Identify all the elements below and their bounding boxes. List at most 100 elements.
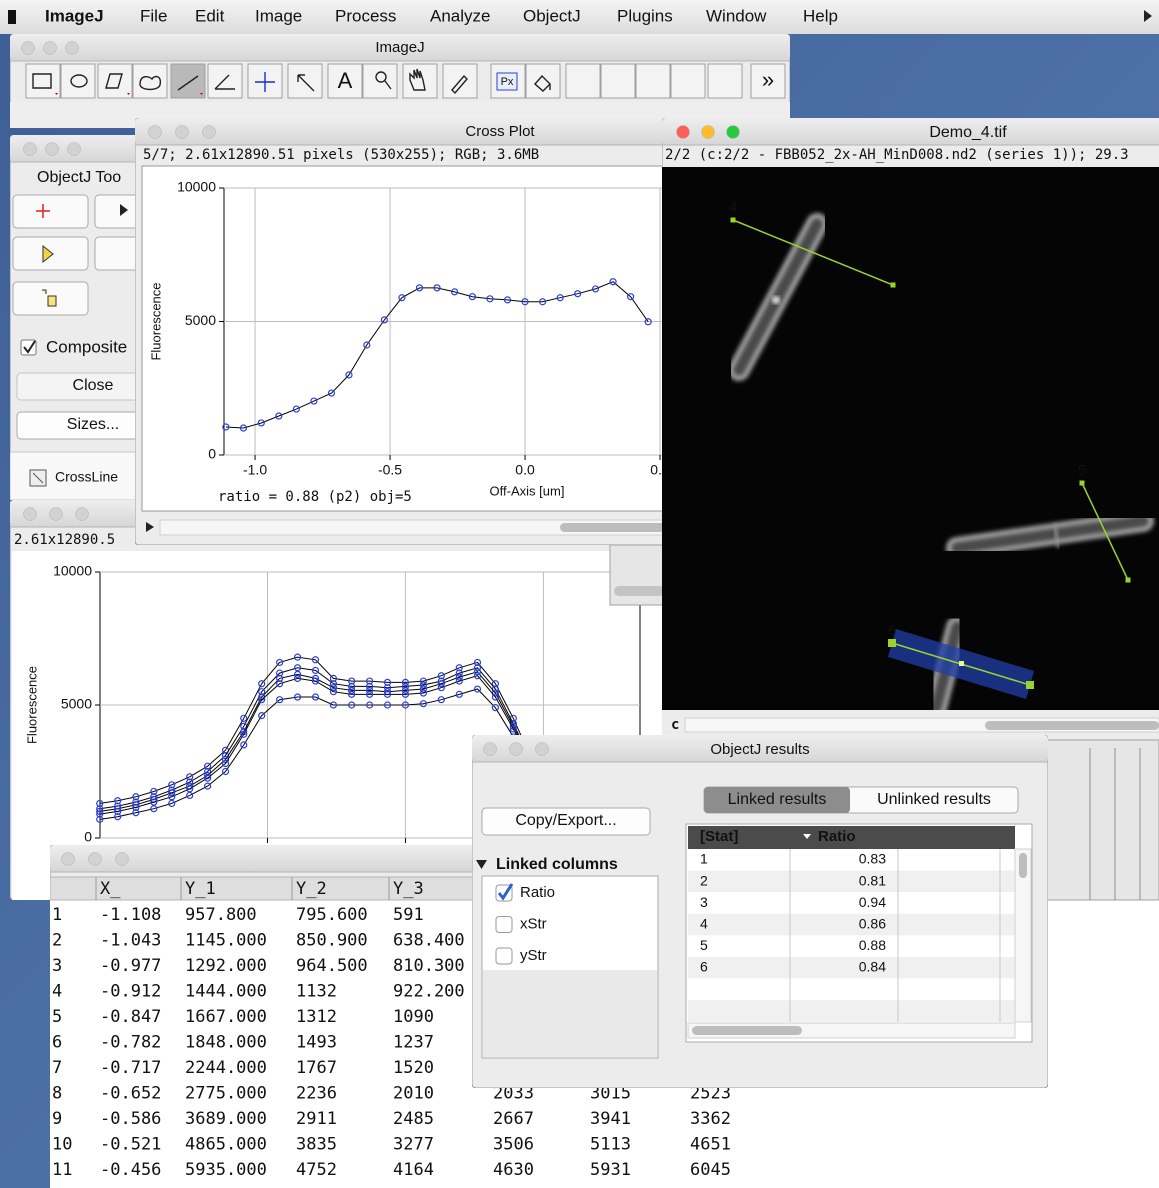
button-label: Close <box>73 377 114 394</box>
more-tools[interactable]: » <box>762 67 774 92</box>
tab-label[interactable]: Unlinked results <box>877 791 991 808</box>
table-cell: 5113 <box>590 1135 631 1155</box>
menu-item[interactable]: Help <box>803 6 838 25</box>
menu-item[interactable]: ObjectJ <box>523 6 581 25</box>
tool-button[interactable] <box>636 64 670 98</box>
tool-button[interactable] <box>208 64 242 98</box>
table-cell: 3941 <box>590 1109 631 1129</box>
tool-button[interactable] <box>61 64 95 98</box>
menu-item[interactable]: Window <box>706 6 767 25</box>
table-cell: 7 <box>52 1058 62 1078</box>
image-canvas <box>662 167 1159 710</box>
window-button[interactable] <box>22 42 35 55</box>
x-tick-label: 0.0 <box>515 462 535 478</box>
table-cell: 4 <box>700 916 708 932</box>
menu-bar: ImageJ File Edit Image Process Analyze ObjectJ… <box>0 0 1159 34</box>
x-tick-label: -0.5 <box>378 462 402 478</box>
roi-label: 4 <box>729 199 737 216</box>
scroll-thumb <box>614 586 664 596</box>
tool-button[interactable] <box>708 64 742 98</box>
table-cell: 2010 <box>393 1084 434 1104</box>
roi-handle <box>1026 681 1034 689</box>
table-cell: 1090 <box>393 1007 434 1027</box>
tool-button[interactable] <box>363 64 397 98</box>
table-cell: 3 <box>52 956 62 976</box>
table-cell: 4164 <box>393 1160 434 1180</box>
window-button[interactable] <box>66 42 79 55</box>
window-button[interactable] <box>484 743 497 756</box>
window-button[interactable] <box>727 126 740 139</box>
table-cell: 2775.000 <box>185 1084 267 1104</box>
tool-button[interactable] <box>526 64 560 98</box>
window-title: Cross Plot <box>465 123 535 140</box>
window-button[interactable] <box>46 143 59 156</box>
window-button[interactable] <box>677 126 690 139</box>
tool-button[interactable] <box>133 64 167 98</box>
table-cell: 11 <box>52 1160 72 1180</box>
table-cell: -0.847 <box>100 1007 161 1027</box>
table-cell: 1237 <box>393 1033 434 1053</box>
background-window <box>610 545 670 605</box>
window-button[interactable] <box>76 508 89 521</box>
tool-button[interactable] <box>171 64 205 98</box>
image-window: Demo_4.tif2/2 (c:2/2 - FBB052_2x-AH_MinD… <box>662 118 1159 740</box>
tool-button[interactable] <box>566 64 600 98</box>
window-button[interactable] <box>24 143 37 156</box>
window-button[interactable] <box>89 853 102 866</box>
tool-button[interactable] <box>671 64 705 98</box>
window-button[interactable] <box>203 126 216 139</box>
table-cell: 1 <box>52 905 62 925</box>
window-button[interactable] <box>116 853 129 866</box>
table-cell: 964.500 <box>296 956 368 976</box>
menu-item[interactable]: Analyze <box>430 6 490 25</box>
menu-item[interactable]: Plugins <box>617 6 673 25</box>
table-cell: 1493 <box>296 1033 337 1053</box>
table-cell: 2667 <box>493 1109 534 1129</box>
window-button[interactable] <box>50 508 63 521</box>
tool-button[interactable] <box>288 64 322 98</box>
window-button[interactable] <box>702 126 715 139</box>
table-cell: -0.717 <box>100 1058 161 1078</box>
x-tick-label: -1.0 <box>243 462 267 478</box>
tool-button[interactable] <box>601 64 635 98</box>
window-button[interactable] <box>24 508 37 521</box>
table-cell: 4752 <box>296 1160 337 1180</box>
table-cell: -0.652 <box>100 1084 161 1104</box>
tool-button[interactable] <box>98 64 132 98</box>
window-button[interactable] <box>510 743 523 756</box>
menu-item[interactable]: Edit <box>195 6 225 25</box>
tool-button[interactable] <box>13 195 88 228</box>
x-axis-label: Off-Axis [um] <box>490 483 565 498</box>
menu-item[interactable]: File <box>140 6 167 25</box>
tab-label[interactable]: Linked results <box>728 791 827 808</box>
menu-item[interactable]: ImageJ <box>45 6 104 25</box>
y-axis-label: Fluorescence <box>24 666 39 744</box>
scroll-thumb[interactable] <box>1019 853 1027 878</box>
window-button[interactable] <box>176 126 189 139</box>
roi-handle <box>1126 578 1131 583</box>
table-cell: 6 <box>700 959 708 975</box>
window-button[interactable] <box>536 743 549 756</box>
background-window <box>1046 740 1159 900</box>
checkbox[interactable] <box>496 948 512 964</box>
table-cell: 2244.000 <box>185 1058 267 1078</box>
y-tick-label: 5000 <box>61 696 92 712</box>
tool-button[interactable] <box>403 64 437 98</box>
scroll-thumb[interactable] <box>985 721 1159 730</box>
table-cell: 2 <box>52 931 62 951</box>
column-header[interactable]: Ratio <box>818 828 856 845</box>
channel-label: c <box>671 717 679 733</box>
table-cell: 4865.000 <box>185 1135 267 1155</box>
checkbox[interactable] <box>496 917 512 933</box>
window-button[interactable] <box>62 853 75 866</box>
tool-name: CrossLine <box>55 469 118 485</box>
table-cell: 795.600 <box>296 905 368 925</box>
window-button[interactable] <box>149 126 162 139</box>
tool-button[interactable] <box>26 64 60 98</box>
menu-item[interactable]: Image <box>255 6 302 25</box>
window-button[interactable] <box>68 143 81 156</box>
menu-item[interactable]: Process <box>335 6 396 25</box>
image-info: 2.61x12890.5 <box>14 532 115 548</box>
scroll-thumb[interactable] <box>692 1026 802 1035</box>
window-button[interactable] <box>44 42 57 55</box>
